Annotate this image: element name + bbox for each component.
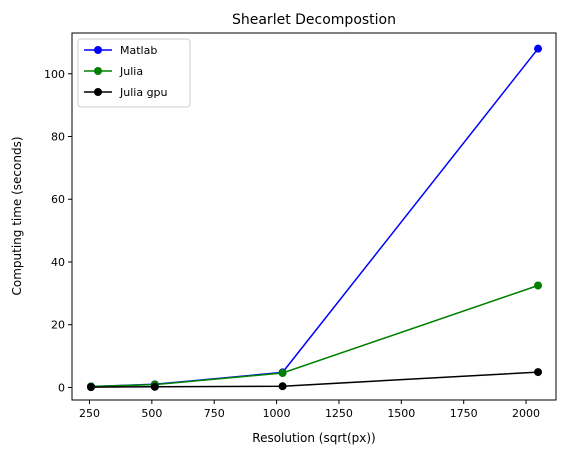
- chart-title: Shearlet Decompostion: [232, 12, 396, 28]
- legend: Matlab Julia Julia gpu: [77, 38, 191, 108]
- data-point-2-3: [534, 368, 543, 377]
- legend-label-1: Julia: [119, 65, 143, 78]
- data-point-2-2: [278, 382, 287, 391]
- x-axis: 250 500 750 1000 1250 1500 1750 2000: [79, 400, 540, 420]
- legend-marker-1: [94, 67, 102, 75]
- y-tick-label: 100: [44, 68, 65, 81]
- data-point-2-0: [86, 383, 95, 392]
- legend-marker-2: [94, 88, 102, 96]
- series-line-2: [90, 371, 539, 388]
- y-tick-label: 60: [51, 193, 65, 206]
- x-axis-label: Resolution (sqrt(px)): [252, 431, 375, 445]
- x-tick-label: 2000: [512, 407, 540, 420]
- plot-frame: [71, 32, 557, 401]
- legend-box: [77, 38, 191, 108]
- y-axis-label: Computing time (seconds): [10, 136, 24, 295]
- y-axis: 0 20 40 60 80 100: [44, 68, 72, 394]
- y-tick-label: 0: [58, 381, 65, 394]
- y-tick-label: 20: [51, 319, 65, 332]
- x-tick-label: 1500: [387, 407, 415, 420]
- data-point-1-3: [534, 281, 543, 290]
- x-tick-label: 250: [79, 407, 100, 420]
- y-tick-label: 80: [51, 131, 65, 144]
- data-point-0-3: [534, 44, 543, 53]
- y-tick-label: 40: [51, 256, 65, 269]
- legend-label-0: Matlab: [120, 44, 157, 57]
- plot-area: [86, 44, 543, 392]
- x-tick-label: 750: [204, 407, 225, 420]
- data-point-1-2: [278, 369, 287, 378]
- data-point-2-1: [150, 382, 159, 391]
- x-tick-label: 500: [141, 407, 162, 420]
- legend-label-2: Julia gpu: [119, 86, 168, 99]
- x-tick-label: 1750: [450, 407, 478, 420]
- legend-marker-0: [94, 46, 102, 54]
- x-tick-label: 1250: [325, 407, 353, 420]
- x-tick-label: 1000: [263, 407, 291, 420]
- series-line-1: [90, 284, 539, 388]
